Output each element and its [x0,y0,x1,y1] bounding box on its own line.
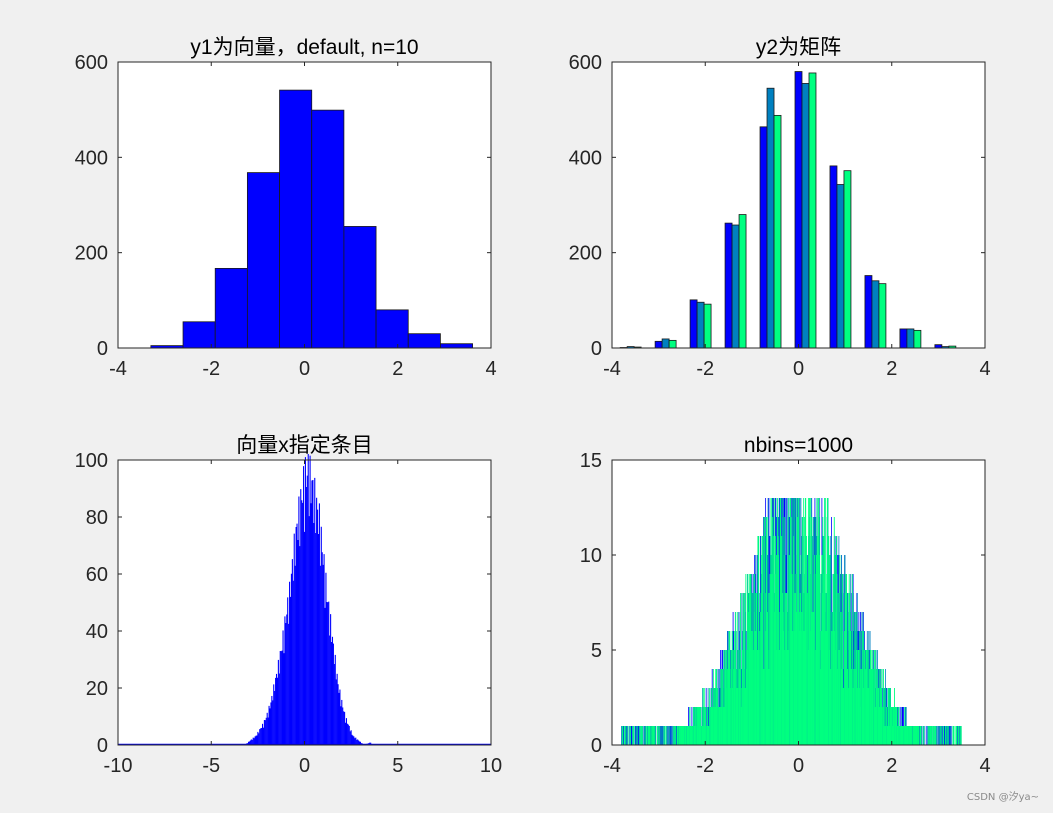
histogram-bar [375,309,409,349]
histogram-bar [343,226,377,349]
grouped-bar [808,72,817,349]
x-tick-label: 2 [886,755,897,777]
histogram-bar [182,321,216,349]
y-tick-label: 0 [591,338,602,360]
grouped-bar [661,338,670,349]
grouped-bar [913,329,922,349]
chart-title: y2为矩阵 [756,36,841,59]
y-tick-label: 600 [569,52,602,74]
y-tick-label: 400 [75,147,108,169]
x-tick-label: 4 [485,358,496,380]
grouped-bar [759,126,768,349]
grouped-bar [801,83,810,349]
x-tick-label: -10 [104,755,133,777]
x-tick-label: 10 [480,755,502,777]
grouped-bar [878,283,887,349]
grouped-bar [829,165,838,349]
grouped-bar [794,71,803,349]
x-tick-label: 4 [979,755,990,777]
y-tick-label: 0 [97,338,108,360]
x-tick-label: 0 [793,358,804,380]
y-tick-label: 40 [86,621,108,643]
x-tick-label: -2 [202,358,220,380]
grouped-bar [766,87,775,349]
grouped-bar [843,170,852,349]
x-tick-label: -2 [696,358,714,380]
x-tick-label: -2 [696,755,714,777]
x-tick-label: 2 [392,358,403,380]
grouped-bar [864,275,873,349]
y-tick-label: 400 [569,147,602,169]
histogram-bar [311,109,345,349]
y-tick-label: 0 [97,735,108,757]
x-tick-label: 0 [299,358,310,380]
subplot-histogram-default: -4 -2 0 2 4 0 200 400 600 y1为向量，default, n=10 [75,36,497,380]
grouped-bar [738,214,747,349]
y-tick-label: 10 [580,545,602,567]
y-tick-label: 15 [580,450,602,472]
grouped-bar [773,114,782,349]
grouped-bar [703,303,712,349]
grouped-bar [668,339,677,349]
chart-title: nbins=1000 [744,434,853,457]
subplot-histogram-matrix: -4 -2 0 2 4 0 200 400 600 y2为矩阵 [569,36,991,380]
grouped-bar [654,340,663,349]
histogram-bar [279,89,313,349]
histogram-bar [214,267,248,349]
histogram-bar [407,333,441,349]
grouped-bar [871,280,880,349]
x-tick-label: 4 [979,358,990,380]
y-tick-label: 20 [86,678,108,700]
histogram-bar [440,343,473,349]
y-tick-label: 200 [75,243,108,265]
x-tick-label: -4 [603,755,621,777]
y-tick-label: 0 [591,735,602,757]
y-tick-label: 100 [75,450,108,472]
grouped-bar [836,184,845,349]
y-tick-label: 200 [569,243,602,265]
grouped-bar [689,299,698,349]
grouped-bar [724,222,733,349]
subplot-histogram-nbins-1000: -4 -2 0 2 4 0 5 10 15 nbins=1000 [580,434,991,777]
grouped-bar [906,328,915,349]
chart-title: y1为向量，default, n=10 [190,36,418,59]
x-tick-label: -5 [202,755,220,777]
x-tick-label: -4 [109,358,127,380]
x-tick-label: 2 [886,358,897,380]
grouped-bar [934,344,943,349]
grouped-bar [696,301,705,349]
x-tick-label: 0 [299,755,310,777]
watermark-text: CSDN @汐ya~ [966,792,1039,803]
x-tick-label: 0 [793,755,804,777]
histogram-bar [246,172,280,349]
y-tick-label: 60 [86,564,108,586]
y-tick-label: 5 [591,640,602,662]
y-tick-label: 80 [86,507,108,529]
y-tick-label: 600 [75,52,108,74]
grouped-bar [899,328,908,349]
chart-title: 向量x指定条目 [236,434,373,457]
x-tick-label: -4 [603,358,621,380]
x-tick-label: 5 [392,755,403,777]
grouped-bar [731,224,740,349]
